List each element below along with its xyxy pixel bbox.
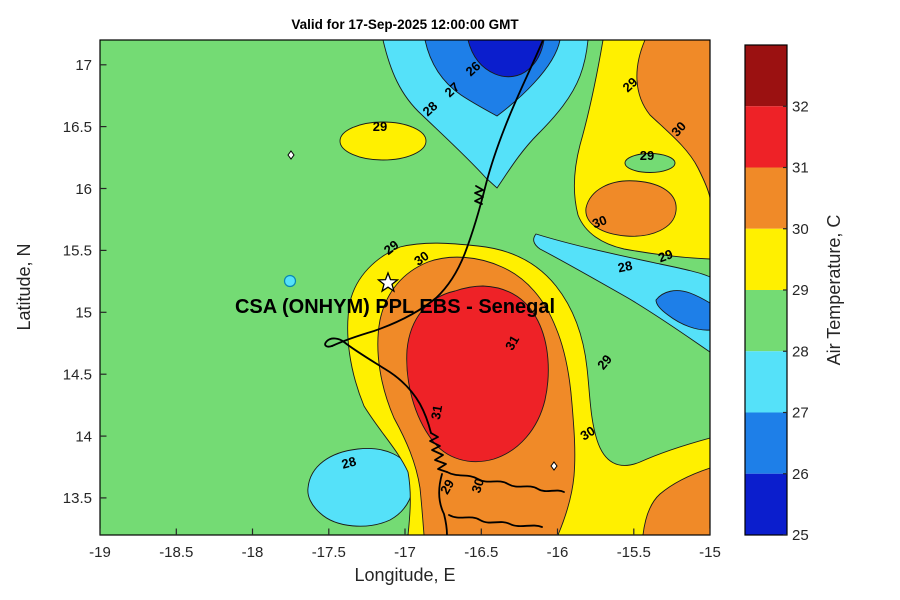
y-tick-label: 14 — [75, 428, 92, 445]
markers — [283, 150, 558, 471]
x-tick-label: -16.5 — [464, 544, 498, 561]
colorbar: 25 26 27 28 29 30 31 32 Air Temperature,… — [744, 44, 844, 544]
stlouis-river-marks — [474, 185, 484, 205]
diamond-marker-north — [287, 150, 295, 160]
northwest-warm-spot — [339, 121, 427, 161]
cold-tongue-darkblue — [467, 40, 545, 78]
contour-label: 29 — [373, 119, 387, 134]
colorbar-band-28-29 — [745, 290, 787, 352]
east-warm-eddy — [585, 180, 677, 237]
contour-label: 28 — [616, 258, 633, 276]
y-tick-label: 16.5 — [63, 119, 92, 136]
east-cool-band-blue — [655, 290, 710, 331]
colorbar-tick-label: 32 — [792, 98, 809, 115]
colorbar-band-27-28 — [745, 351, 787, 413]
x-tick-label: -17 — [394, 544, 416, 561]
east-cool-band-cyan — [533, 233, 710, 353]
x-tick-label: -15 — [699, 544, 721, 561]
colorbar-tick-label: 30 — [792, 221, 809, 238]
northeast-cool-ellipse — [624, 153, 676, 173]
y-tick-label: 15 — [75, 305, 92, 322]
contour-label: 30 — [578, 423, 598, 443]
contour-label: 28 — [340, 454, 358, 472]
coastline-capvert-peninsula — [324, 337, 432, 434]
contour-label: 30 — [590, 212, 609, 231]
contour-label: 29 — [437, 477, 457, 497]
colorbar-band-30-31 — [745, 167, 787, 229]
contour-label: 30 — [468, 476, 487, 494]
casamance-river — [448, 514, 543, 528]
gambia-river — [446, 471, 565, 493]
y-tick-label: 15.5 — [63, 243, 92, 260]
y-ticks: 13.5 14 14.5 15 15.5 16 16.5 17 — [63, 57, 107, 507]
y-tick-label: 17 — [75, 57, 92, 74]
colorbar-tick-label: 31 — [792, 160, 809, 177]
colorbar-tick-label: 28 — [792, 343, 809, 360]
cool-spot-marker — [283, 274, 297, 288]
x-tick-label: -15.5 — [617, 544, 651, 561]
coastline — [324, 40, 565, 535]
colorbar-band-31-32 — [745, 106, 787, 168]
colorbar-tick-label: 29 — [792, 282, 809, 299]
colorbar-tick-label: 27 — [792, 405, 809, 422]
central-warm-red-core — [406, 285, 549, 463]
contour-label: 31 — [502, 333, 522, 353]
x-axis-label: Longitude, E — [354, 565, 455, 585]
bottomright-warm-orange — [642, 467, 710, 535]
y-tick-label: 14.5 — [63, 366, 92, 383]
contour-label: 29 — [640, 148, 654, 163]
y-axis-label: Latitude, N — [14, 243, 34, 330]
plot-area: 26 27 28 29 29 30 29 30 28 29 29 30 31 3… — [100, 40, 710, 535]
contour-label: 30 — [411, 248, 431, 269]
contour-labels: 26 27 28 29 29 30 29 30 28 29 29 30 31 3… — [340, 58, 689, 497]
contour-label: 29 — [656, 246, 675, 265]
colorbar-tick-label: 25 — [792, 527, 809, 544]
coastline-south — [438, 473, 448, 535]
colorbar-band-29-30 — [745, 228, 787, 290]
coastline-north — [331, 40, 544, 347]
diamond-marker-south — [550, 461, 558, 471]
colorbar-label: Air Temperature, C — [824, 215, 844, 366]
figure-title: Valid for 17-Sep-2025 12:00:00 GMT — [291, 17, 519, 32]
map-annotation: CSA (ONHYM) PPL EBS - Senegal — [235, 296, 555, 318]
colorbar-band-26-27 — [745, 412, 787, 474]
contour-label: 31 — [428, 404, 445, 421]
colorbar-band-25-26 — [745, 473, 787, 535]
northeast-warm-orange — [636, 40, 710, 199]
coastline-saloum-delta — [429, 432, 448, 473]
colorbar-band-32-33 — [745, 45, 787, 107]
station-star-marker — [376, 271, 400, 293]
x-tick-label: -17.5 — [312, 544, 346, 561]
x-tick-label: -18.5 — [159, 544, 193, 561]
x-ticks: -19 -18.5 -18 -17.5 -17 -16.5 -16 -15.5 … — [89, 528, 721, 561]
x-tick-label: -18 — [242, 544, 264, 561]
colorbar-tick-label: 26 — [792, 466, 809, 483]
y-tick-label: 16 — [75, 181, 92, 198]
x-tick-label: -19 — [89, 544, 111, 561]
x-tick-label: -16 — [547, 544, 569, 561]
y-tick-label: 13.5 — [63, 490, 92, 507]
